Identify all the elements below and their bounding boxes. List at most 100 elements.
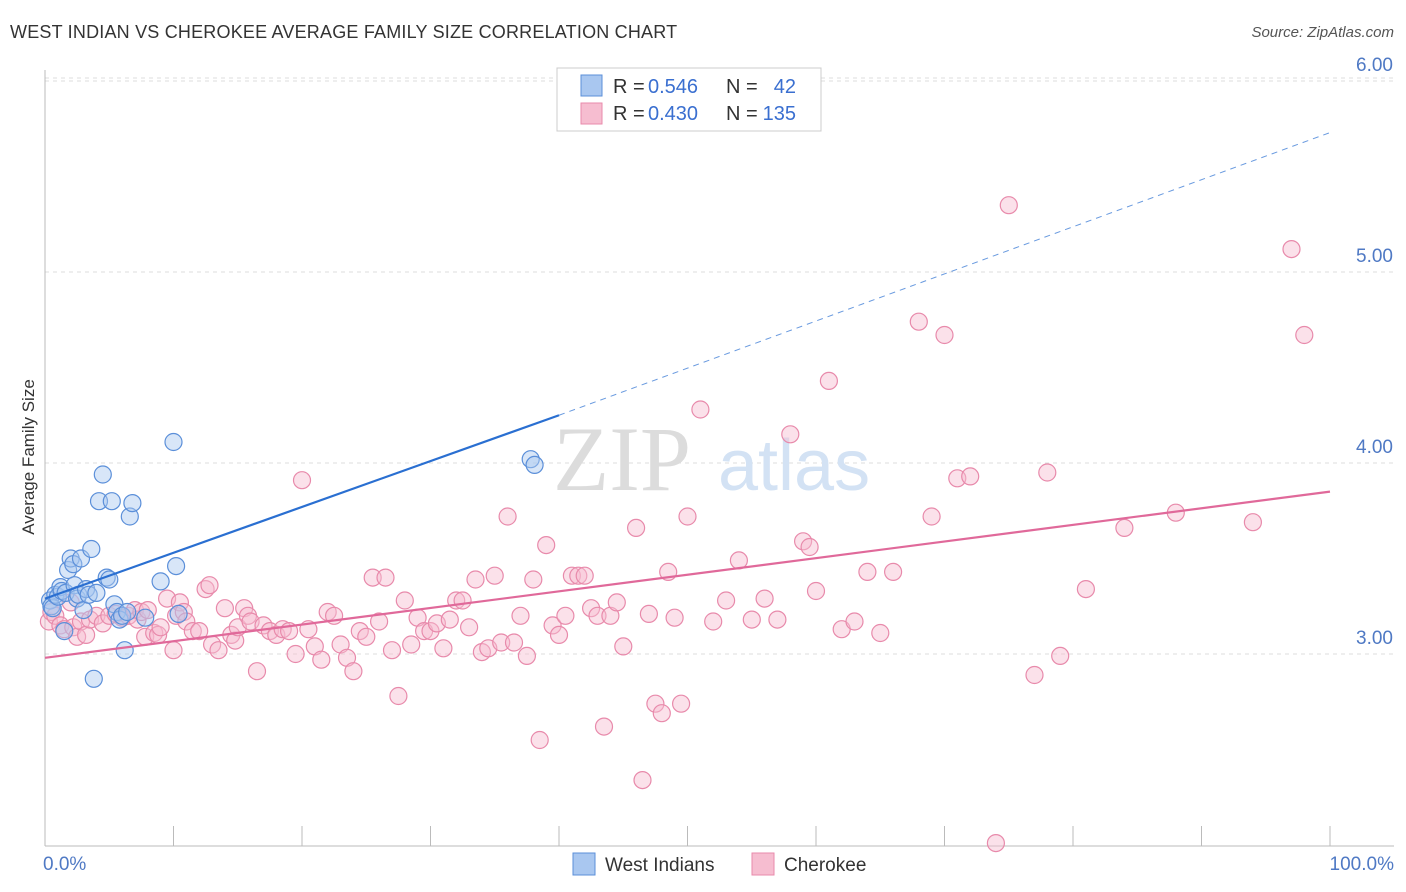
west-indians-point-41	[525, 455, 544, 474]
cherokee-point-130	[935, 325, 954, 345]
y-axis-label: Average Family Size	[19, 379, 38, 535]
cherokee-point-127	[883, 562, 903, 582]
cherokee-point-30	[177, 612, 196, 631]
west-indians-point-21	[87, 583, 106, 603]
cherokee-point-134	[999, 196, 1018, 215]
trend-lines	[44, 132, 1331, 659]
cherokee-point-111	[691, 400, 710, 419]
x-tick-label-0: 0.0%	[43, 854, 86, 875]
bottom-legend: West Indians Cherokee	[572, 852, 866, 876]
legend-n-label-1: N =	[726, 76, 758, 98]
cherokee-point-86	[517, 646, 537, 666]
cherokee-point-117	[768, 610, 787, 629]
cherokee-point-101	[614, 637, 633, 656]
cherokee-point-121	[806, 581, 826, 601]
top-legend: R = 0.546 N = 42 R = 0.430 N = 135	[556, 67, 822, 132]
west-indians-point-38	[167, 556, 186, 576]
cherokee-point-50	[286, 644, 305, 664]
grid-lines	[45, 77, 1394, 655]
y-tick-label-4.00: 4.00	[1356, 437, 1393, 458]
cherokee-point-93	[562, 566, 582, 585]
cherokee-point-91	[549, 625, 569, 645]
watermark-zip: ZIP	[553, 408, 691, 510]
legend-r-label-2: R =	[613, 103, 645, 125]
bottom-legend-cherokee: Cherokee	[784, 855, 866, 876]
cherokee-point-36	[209, 641, 228, 660]
legend-r-label-1: R =	[613, 76, 645, 98]
west-indians-point-2	[43, 599, 62, 618]
cherokee-point-88	[530, 730, 549, 750]
cherokee-point-39	[226, 631, 245, 650]
cherokee-point-128	[909, 312, 928, 331]
cherokee-point-63	[370, 612, 389, 631]
cherokee-point-87	[524, 570, 543, 589]
cherokee-point-97	[588, 606, 607, 625]
cherokee-point-141	[1243, 513, 1263, 532]
cherokee-point-66	[389, 686, 408, 706]
cherokee-point-9	[76, 625, 96, 645]
cherokee-point-138	[1076, 579, 1096, 599]
bottom-legend-west-indians: West Indians	[605, 855, 714, 876]
legend-swatch-blue	[580, 74, 603, 97]
legend-n-label-2: N =	[726, 103, 758, 125]
cherokee-point-135	[1025, 665, 1044, 685]
cherokee-point-85	[511, 606, 530, 625]
cherokee-point-74	[440, 610, 459, 629]
cherokee-point-105	[646, 694, 665, 713]
west-indians-point-36	[151, 572, 170, 591]
cherokee-point-100	[607, 593, 626, 612]
cherokee-point-37	[215, 599, 234, 618]
cherokee-point-104	[639, 604, 659, 624]
cherokee-point-103	[633, 770, 652, 790]
cherokee-point-102	[626, 518, 646, 538]
west-indians-point-33	[120, 507, 139, 526]
cherokee-point-92	[556, 606, 575, 625]
cherokee-point-108	[665, 608, 684, 627]
cherokee-point-109	[671, 694, 691, 713]
cherokee-point-51	[292, 471, 312, 490]
cherokee-point-125	[858, 562, 877, 582]
cherokee-point-76	[453, 591, 472, 610]
cherokee-point-73	[434, 639, 453, 658]
west-indians-point-22	[89, 492, 109, 511]
west-indians-point-23	[93, 465, 112, 484]
cherokee-point-137	[1051, 646, 1070, 666]
west-indians-point-34	[123, 494, 142, 513]
cherokee-point-61	[357, 627, 376, 646]
cherokee-point-136	[1038, 463, 1057, 482]
cherokee-point-54	[312, 650, 331, 669]
cherokee-point-34	[200, 576, 219, 595]
y-tick-labels: 3.00 4.00 5.00 6.00	[1356, 55, 1393, 649]
y-tick-label-5.00: 5.00	[1356, 246, 1393, 267]
cherokee-point-115	[742, 610, 761, 629]
cherokee-point-62	[363, 568, 382, 587]
watermark-atlas: atlas	[718, 426, 870, 506]
legend-n-value-1: 42	[774, 76, 796, 98]
legend-swatch-pink	[580, 102, 603, 125]
cherokee-point-67	[395, 591, 414, 610]
cherokee-point-95	[575, 566, 594, 585]
cherokee-point-96	[581, 599, 601, 618]
legend-n-value-2: 135	[763, 103, 796, 125]
cherokee-point-68	[402, 635, 421, 654]
legend-r-value-1: 0.546	[648, 76, 698, 98]
west-indians-point-20	[84, 669, 103, 688]
cherokee-point-77	[460, 618, 479, 637]
cherokee-point-116	[755, 589, 774, 608]
west-indians-point-31	[115, 641, 134, 660]
cherokee-point-83	[498, 507, 517, 526]
west-indians-point-9	[58, 560, 78, 580]
cherokee-point-106	[652, 704, 671, 723]
cherokee-point-78	[466, 570, 485, 589]
cherokee-point-84	[504, 633, 524, 652]
cherokee-points	[39, 196, 1314, 853]
cherokee-point-82	[492, 633, 511, 652]
cherokee-point-118	[781, 425, 800, 444]
cherokee-point-26	[164, 641, 183, 660]
cherokee-point-126	[871, 623, 890, 643]
legend-r-value-2: 0.430	[648, 103, 698, 125]
cherokee-point-89	[537, 535, 556, 555]
cherokee-point-133	[986, 833, 1006, 853]
cherokee-point-28	[170, 593, 189, 612]
